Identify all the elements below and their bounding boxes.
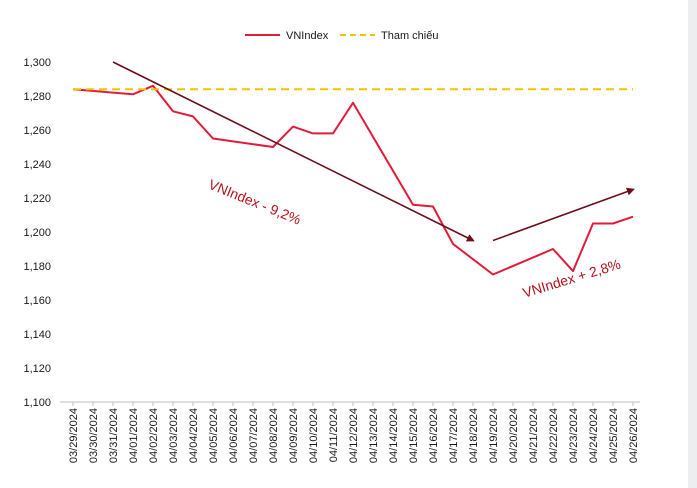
x-tick-label: 04/04/2024: [188, 408, 200, 463]
annotation-up: VNIndex + 2,8%: [521, 256, 623, 301]
y-tick-label: 1,140: [23, 329, 51, 341]
legend-label-vnindex: VNIndex: [286, 30, 329, 42]
x-tick-label: 04/10/2024: [308, 408, 320, 463]
vnindex-line: [72, 84, 634, 276]
x-tick-label: 04/15/2024: [408, 408, 420, 463]
legend-label-reference: Tham chiếu: [381, 30, 438, 42]
x-tick-label: 04/24/2024: [588, 408, 600, 463]
x-tick-label: 04/01/2024: [128, 408, 140, 463]
x-tick-label: 04/20/2024: [508, 408, 520, 463]
x-tick-label: 03/30/2024: [88, 408, 100, 463]
x-tick-label: 04/16/2024: [428, 408, 440, 463]
y-tick-label: 1,200: [23, 227, 51, 239]
x-tick-label: 03/31/2024: [108, 408, 120, 463]
annotations: VNIndex - 9,2% VNIndex + 2,8%: [206, 176, 622, 301]
down-trend-arrow: [112, 61, 475, 242]
x-tick-label: 04/21/2024: [528, 408, 540, 463]
x-tick-label: 04/02/2024: [148, 408, 160, 463]
x-tick-label: 04/19/2024: [488, 408, 500, 463]
x-tick-label: 04/12/2024: [348, 408, 360, 463]
x-tick-label: 04/05/2024: [208, 408, 220, 463]
x-tick-label: 04/17/2024: [448, 408, 460, 463]
x-tick-label: 04/03/2024: [168, 408, 180, 463]
trend-arrows: [112, 61, 635, 242]
x-tick-label: 04/22/2024: [548, 408, 560, 463]
x-tick-label: 03/29/2024: [68, 408, 80, 463]
x-tick-label: 04/06/2024: [228, 408, 240, 463]
y-tick-label: 1,220: [23, 193, 51, 205]
window-edge: [688, 0, 697, 488]
axes: 1,100 1,120 1,140 1,160 1,180 1,200 1,220 1,240…: [23, 57, 640, 463]
y-tick-label: 1,280: [23, 91, 51, 103]
x-tick-label: 04/18/2024: [468, 408, 480, 463]
y-tick-label: 1,180: [23, 261, 51, 273]
y-tick-label: 1,240: [23, 159, 51, 171]
y-tick-label: 1,260: [23, 125, 51, 137]
y-tick-label: 1,100: [23, 397, 51, 409]
x-tick-label: 04/13/2024: [368, 408, 380, 463]
y-tick-label: 1,120: [23, 363, 51, 375]
x-tick-label: 04/23/2024: [568, 408, 580, 463]
legend: VNIndex Tham chiếu: [245, 30, 438, 42]
y-tick-label: 1,300: [23, 57, 51, 69]
x-tick-label: 04/11/2024: [328, 408, 340, 462]
x-tick-label: 04/09/2024: [288, 408, 300, 463]
x-tick-label: 04/08/2024: [268, 408, 280, 463]
annotation-down: VNIndex - 9,2%: [206, 176, 303, 228]
x-tick-label: 04/07/2024: [248, 408, 260, 463]
x-tick-label: 04/14/2024: [388, 408, 400, 463]
x-tick-label: 04/26/2024: [628, 408, 640, 463]
up-trend-arrow: [492, 187, 635, 242]
y-tick-label: 1,160: [23, 295, 51, 307]
x-tick-label: 04/25/2024: [608, 408, 620, 463]
